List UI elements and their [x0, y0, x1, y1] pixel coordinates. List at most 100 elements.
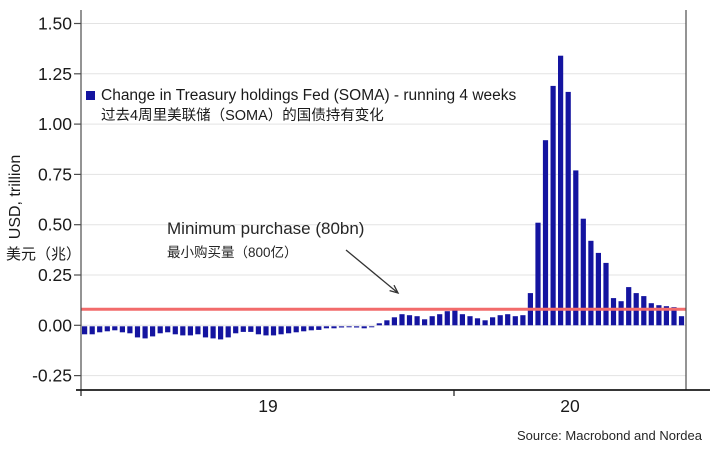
bar	[202, 326, 209, 338]
y-tick-label: 0.50	[38, 215, 72, 235]
bar	[180, 326, 186, 336]
legend-marker-square	[86, 91, 95, 100]
bar	[520, 315, 526, 326]
bar	[127, 326, 133, 334]
y-tick-label: -0.25	[32, 366, 72, 386]
bar	[293, 326, 299, 333]
bar	[535, 222, 541, 326]
bar	[505, 314, 511, 326]
bar	[308, 326, 314, 331]
bar	[97, 326, 103, 333]
legend-label-zh: 过去4周里美联储（SOMA）的国债持有变化	[101, 108, 384, 124]
bar	[286, 326, 292, 334]
x-tick-label: 20	[560, 396, 580, 416]
reference-line-annotation: Minimum purchase (80bn) 最小购买量（800亿）	[167, 219, 364, 262]
bar	[134, 326, 141, 338]
y-tick-label: 0.00	[38, 315, 72, 335]
bar	[663, 306, 669, 326]
bar	[626, 287, 632, 326]
y-axis-title-en: USD, trillion	[7, 154, 24, 240]
bar	[482, 320, 488, 326]
bar	[618, 301, 624, 326]
annotation-arrow	[345, 249, 399, 294]
bar	[119, 326, 125, 333]
bar	[497, 315, 503, 326]
bar	[346, 326, 352, 328]
bar	[542, 140, 549, 326]
bar	[270, 326, 277, 336]
bar	[558, 55, 564, 326]
bar	[142, 326, 148, 339]
bar	[422, 319, 428, 326]
bar	[656, 305, 662, 326]
bar	[429, 316, 435, 326]
bar	[610, 298, 617, 326]
legend-text: Change in Treasury holdings Fed (SOMA) -…	[101, 86, 516, 126]
bar	[278, 326, 284, 335]
bar	[595, 252, 601, 326]
y-tick-label: 1.00	[38, 114, 72, 134]
bar	[490, 317, 496, 326]
bar	[467, 316, 473, 326]
bar	[195, 326, 201, 335]
bar	[354, 326, 360, 328]
bar	[406, 315, 413, 326]
bar	[588, 240, 594, 326]
y-tick-label: 1.50	[38, 14, 72, 34]
bar	[512, 316, 518, 326]
bar	[240, 326, 246, 332]
bar	[369, 326, 375, 328]
bar	[172, 326, 178, 335]
bar	[150, 326, 156, 337]
bar	[414, 316, 420, 326]
bar	[82, 326, 88, 335]
bar	[233, 326, 239, 334]
bar	[316, 326, 322, 330]
bar	[384, 320, 390, 326]
bar	[648, 303, 654, 326]
x-tick-label: 19	[258, 396, 277, 416]
bar	[573, 170, 579, 326]
bar	[565, 91, 571, 326]
bar	[399, 314, 405, 326]
bar	[391, 317, 397, 326]
annotation-label-zh: 最小购买量（800亿）	[167, 245, 298, 260]
bar	[323, 326, 329, 329]
bar	[550, 85, 556, 326]
bar	[104, 326, 110, 332]
bar	[165, 326, 171, 333]
bar	[210, 326, 216, 339]
bar	[255, 326, 261, 335]
bar	[474, 318, 481, 326]
legend-label-en: Change in Treasury holdings Fed (SOMA) -…	[101, 87, 517, 104]
bar	[459, 314, 465, 326]
bar	[112, 326, 118, 331]
bar	[444, 311, 450, 326]
bar	[437, 314, 443, 326]
bar	[376, 323, 382, 326]
y-tick-label: 1.25	[38, 64, 72, 84]
y-tick-label: 0.75	[38, 164, 72, 184]
source-credit: Source: Macrobond and Nordea	[516, 428, 702, 443]
bar	[338, 326, 345, 328]
bar	[218, 326, 224, 340]
bar	[671, 307, 677, 326]
bar	[263, 326, 269, 336]
bar	[678, 316, 685, 326]
y-axis-title-zh: 美元（兆）	[6, 246, 82, 263]
bar	[603, 262, 609, 326]
bar	[361, 326, 367, 329]
y-tick-label: 0.25	[38, 265, 72, 285]
bar	[331, 326, 337, 329]
annotation-arrowhead	[389, 284, 400, 295]
bar	[187, 326, 193, 336]
bar	[157, 326, 163, 334]
bar	[580, 218, 586, 326]
annotation-label-en: Minimum purchase (80bn)	[167, 219, 365, 238]
bar	[225, 326, 231, 338]
bar	[89, 326, 95, 335]
legend: Change in Treasury holdings Fed (SOMA) -…	[86, 86, 516, 126]
bar	[301, 326, 307, 332]
